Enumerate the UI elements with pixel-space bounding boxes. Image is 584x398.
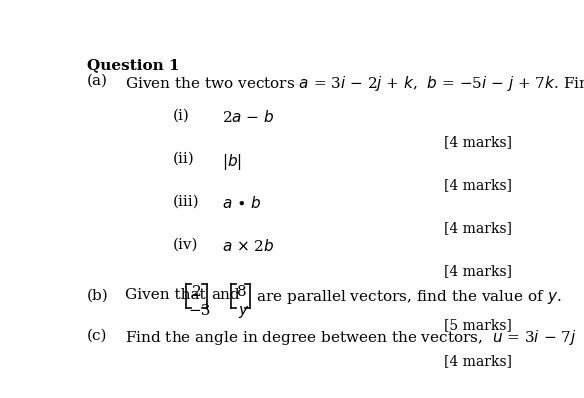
Text: $\mathit{a}$ $\bullet$ $\mathit{b}$: $\mathit{a}$ $\bullet$ $\mathit{b}$ bbox=[223, 195, 262, 211]
Text: Given that: Given that bbox=[125, 288, 206, 302]
Text: (ii): (ii) bbox=[173, 152, 194, 166]
Text: Question 1: Question 1 bbox=[86, 59, 179, 72]
Text: Find the angle in degree between the vectors,  $\mathit{u}$ = 3$\mathit{i}$ $-$ : Find the angle in degree between the vec… bbox=[125, 328, 584, 347]
Text: are parallel vectors, find the value of $\mathit{y}$.: are parallel vectors, find the value of … bbox=[256, 288, 562, 306]
Text: (c): (c) bbox=[86, 328, 107, 342]
Text: [4 marks]: [4 marks] bbox=[444, 178, 512, 192]
Text: −3: −3 bbox=[189, 304, 211, 318]
Text: (iv): (iv) bbox=[173, 238, 198, 252]
Text: (b): (b) bbox=[86, 288, 108, 302]
Text: and: and bbox=[211, 288, 239, 302]
Text: $\mathit{y}$: $\mathit{y}$ bbox=[238, 304, 250, 320]
Text: (iii): (iii) bbox=[173, 195, 199, 209]
Text: 2$\mathit{a}$ $-$ $\mathit{b}$: 2$\mathit{a}$ $-$ $\mathit{b}$ bbox=[223, 109, 275, 125]
Text: $|b|$: $|b|$ bbox=[223, 152, 242, 172]
Text: [4 marks]: [4 marks] bbox=[444, 354, 512, 368]
Text: $\mathit{a}$ $\times$ 2$\mathit{b}$: $\mathit{a}$ $\times$ 2$\mathit{b}$ bbox=[223, 238, 275, 254]
Text: 8: 8 bbox=[237, 285, 247, 299]
Text: 2: 2 bbox=[192, 285, 202, 299]
Text: [4 marks]: [4 marks] bbox=[444, 264, 512, 278]
Text: Given the two vectors $\mathit{a}$ = 3$\mathit{i}$ $-$ 2$\mathit{j}$ + $\mathit{: Given the two vectors $\mathit{a}$ = 3$\… bbox=[125, 74, 584, 93]
Text: [4 marks]: [4 marks] bbox=[444, 135, 512, 149]
Text: [5 marks]: [5 marks] bbox=[444, 318, 512, 332]
Text: [4 marks]: [4 marks] bbox=[444, 221, 512, 235]
Text: (i): (i) bbox=[173, 109, 189, 123]
Text: (a): (a) bbox=[86, 74, 107, 88]
